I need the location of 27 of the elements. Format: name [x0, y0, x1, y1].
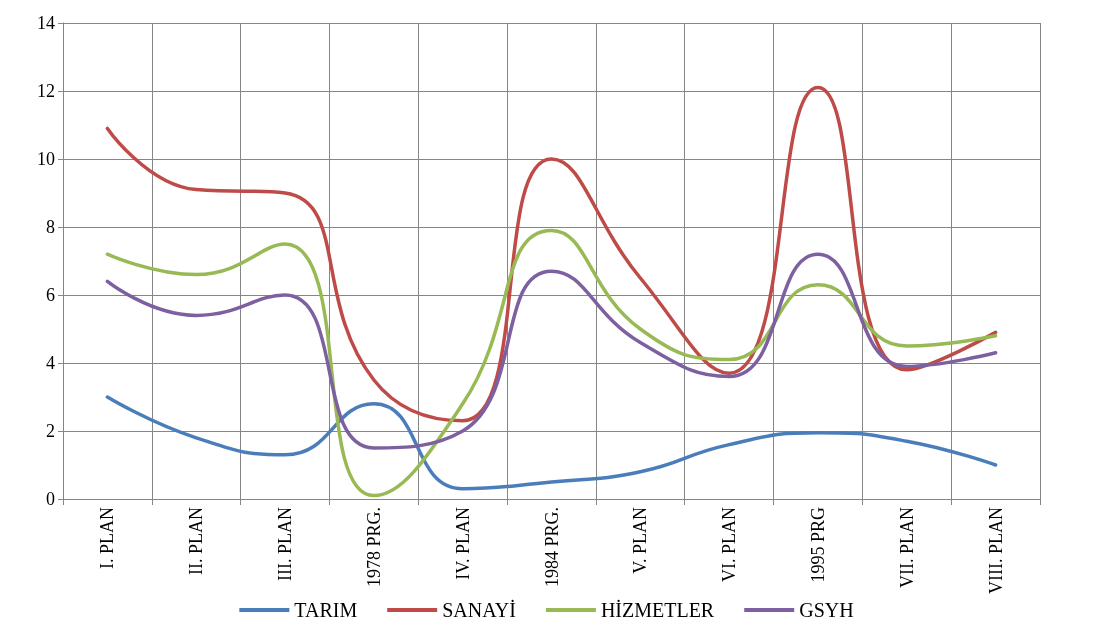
y-tick-label: 2	[46, 421, 55, 441]
x-tick-label: VIII. PLAN	[985, 507, 1006, 594]
x-tick-label: VII. PLAN	[896, 507, 917, 588]
line-series	[105, 395, 998, 491]
line-series	[105, 85, 998, 423]
x-tick-label: I. PLAN	[97, 507, 118, 569]
x-tick-label: II. PLAN	[186, 507, 207, 575]
x-tick-label: IV. PLAN	[452, 507, 473, 580]
x-tick-label: 1984 PRG.	[541, 507, 562, 588]
y-tick-label: 10	[37, 149, 55, 169]
line-series	[105, 228, 998, 498]
legend-label: SANAYİ	[442, 599, 516, 621]
line-series	[105, 252, 998, 450]
y-tick-label: 8	[46, 217, 55, 237]
x-tick-label: VI. PLAN	[719, 507, 740, 582]
x-tick-label: 1978 PRG.	[363, 507, 384, 588]
y-tick-label: 12	[37, 81, 55, 101]
legend-label: HİZMETLER	[600, 599, 715, 621]
x-tick-label: V. PLAN	[630, 507, 651, 574]
y-tick-label: 4	[46, 353, 55, 373]
x-tick-label: 1995 PRG	[807, 507, 828, 583]
legend-label: TARIM	[294, 599, 358, 621]
x-tick-label: III. PLAN	[275, 507, 296, 581]
y-tick-label: 14	[37, 13, 55, 33]
y-tick-label: 6	[46, 285, 55, 305]
legend-label: GSYH	[799, 599, 854, 621]
y-tick-label: 0	[46, 489, 55, 509]
